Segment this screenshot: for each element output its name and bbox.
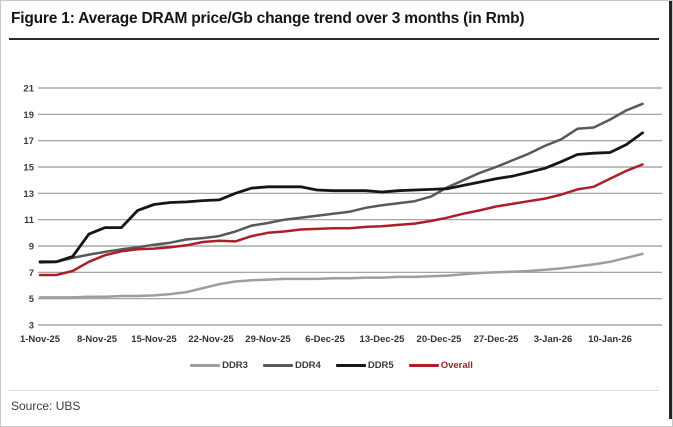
series-line-overall: [38, 163, 644, 277]
y-tick-label: 3: [29, 321, 34, 332]
legend-item-ddr5: DDR5: [335, 359, 394, 371]
y-tick-label: 15: [23, 163, 34, 174]
y-tick-label: 19: [23, 110, 34, 121]
overall-line-swatch-icon: [408, 363, 439, 367]
x-tick-label: 29-Nov-25: [245, 334, 291, 345]
source-divider: [9, 390, 659, 391]
y-tick-label: 11: [24, 215, 35, 226]
legend-label-overall: Overall: [440, 359, 473, 371]
figure-title: Figure 1: Average DRAM price/Gb change t…: [11, 10, 525, 27]
y-tick-label: 21: [23, 84, 34, 95]
legend-item-ddr3: DDR3: [190, 360, 248, 371]
title-underline: [9, 38, 659, 40]
y-tick-label: 17: [23, 136, 34, 147]
series-line-ddr4: [38, 102, 644, 264]
ddr3-line-swatch-icon: [190, 363, 221, 367]
x-tick-label: 13-Dec-25: [360, 334, 406, 345]
y-tick-label: 7: [29, 268, 34, 279]
series-line-ddr5: [38, 131, 644, 264]
chart-legend: DDR3 DDR4 DDR5 Overall: [1, 357, 662, 373]
y-tick-label: 13: [23, 189, 34, 200]
legend-label-ddr5: DDR5: [367, 359, 394, 371]
x-tick-label: 22-Nov-25: [188, 334, 234, 345]
legend-label-ddr4: DDR4: [294, 359, 321, 371]
x-tick-label: 10-Jan-26: [588, 334, 632, 345]
series-line-ddr3: [38, 252, 644, 299]
source-text: Source: UBS: [11, 399, 81, 413]
legend-label-ddr3: DDR3: [222, 359, 248, 371]
x-tick-label: 6-Dec-25: [305, 334, 345, 345]
ddr4-line-swatch-icon: [262, 363, 293, 367]
window-right-edge: [669, 1, 672, 419]
x-tick-label: 8-Nov-25: [77, 334, 118, 345]
x-tick-label: 20-Dec-25: [417, 334, 463, 345]
legend-item-ddr4: DDR4: [262, 359, 321, 371]
y-tick-label: 5: [29, 294, 35, 305]
x-tick-label: 27-Dec-25: [474, 334, 520, 345]
legend-item-overall: Overall: [408, 359, 473, 371]
x-tick-label: 3-Jan-26: [534, 334, 573, 345]
x-tick-label: 1-Nov-25: [20, 334, 61, 345]
ddr5-line-swatch-icon: [335, 363, 366, 367]
x-tick-label: 15-Nov-25: [131, 334, 177, 345]
y-tick-label: 9: [29, 242, 34, 253]
